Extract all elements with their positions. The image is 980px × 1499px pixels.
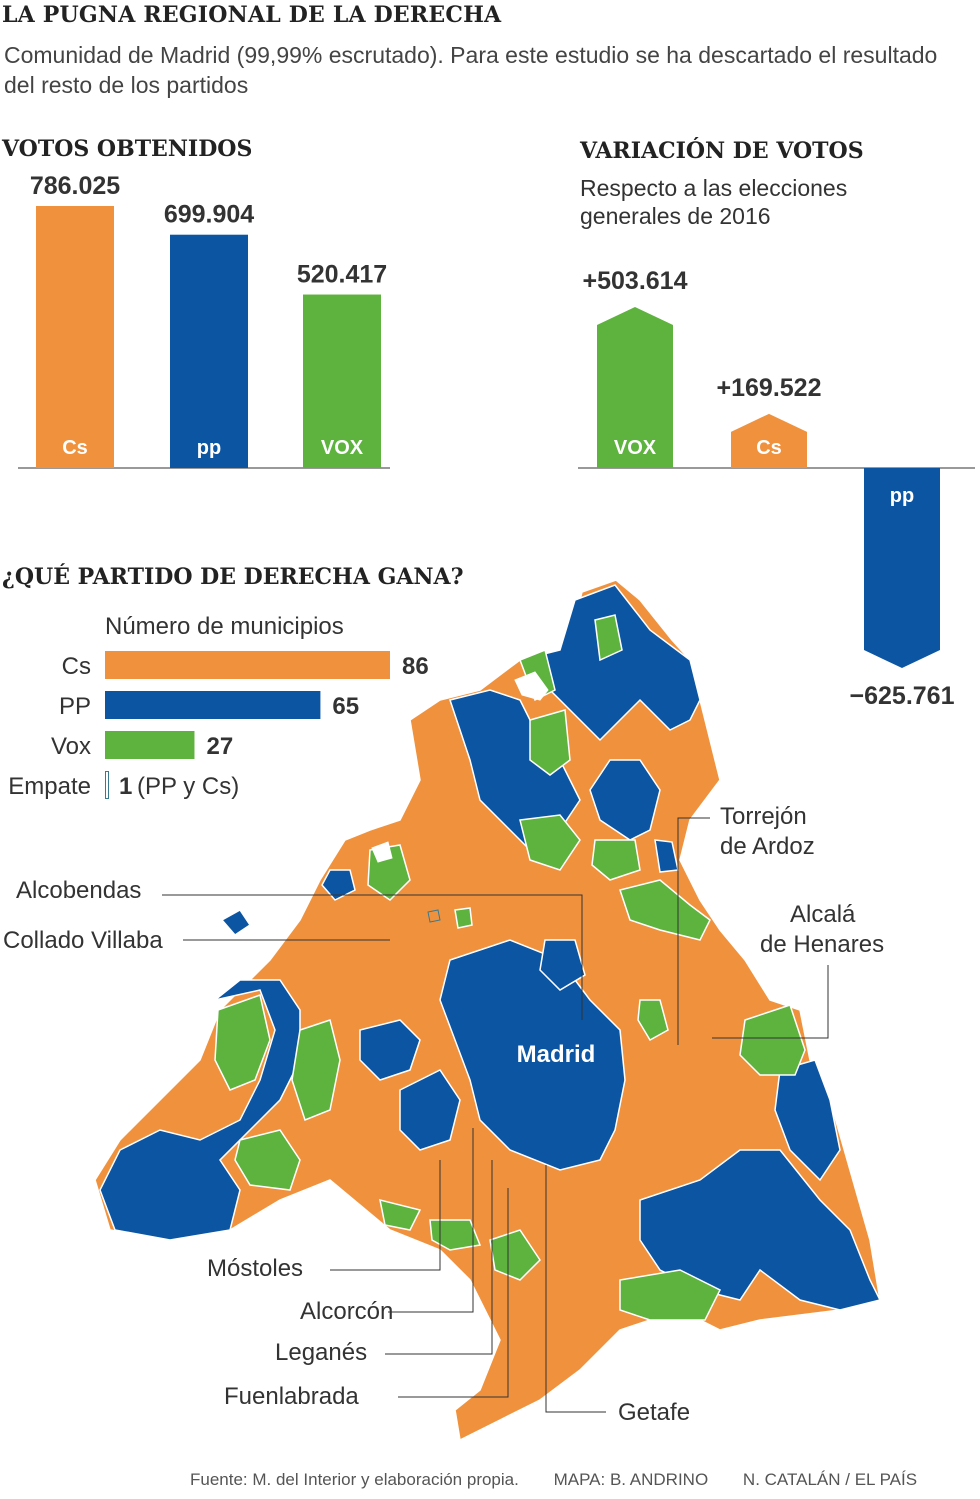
author-credit: N. CATALÁN / EL PAÍS xyxy=(742,1470,918,1489)
votes-logo-cs: Cs xyxy=(62,437,88,459)
municipalities-value-cs: 86 xyxy=(402,653,429,680)
variation-bar-vox xyxy=(597,307,673,468)
variation-label-cs: +169.522 xyxy=(717,374,822,402)
municipalities-value-vox: 27 xyxy=(206,733,233,760)
callout-lines xyxy=(162,817,829,1413)
municipalities-bar-empate xyxy=(105,771,109,799)
madrid-map xyxy=(94,579,882,1442)
map-hole-1 xyxy=(514,671,549,701)
map-region-vox-s3 xyxy=(429,1219,482,1251)
municipalities-value-pp: 65 xyxy=(332,693,359,720)
votes-logo-pp: pp xyxy=(197,437,221,459)
variation-logo-vox: VOX xyxy=(614,437,657,459)
map-region-vox-w3 xyxy=(234,1129,301,1191)
municipalities-title: ¿QUÉ PARTIDO DE DERECHA GANA? xyxy=(2,564,464,590)
municipalities-tie-note: (PP y Cs) xyxy=(137,773,239,800)
label-torrejon-2: de Ardoz xyxy=(720,833,815,860)
votes-label-pp: 699.904 xyxy=(164,201,254,229)
label-alcobendas: Alcobendas xyxy=(16,877,141,904)
map-credit: MAPA: B. ANDRINO xyxy=(553,1470,709,1489)
line-alcala xyxy=(712,965,829,1039)
municipalities-bar-pp xyxy=(105,691,321,719)
votes-bar-cs xyxy=(36,206,114,468)
municipalities-chart: Número de municipios Cs 86 PP 65 Vox 27 Empate 1… xyxy=(8,613,428,800)
label-torrejon-1: Torrejón xyxy=(720,803,807,830)
municipalities-cat-pp: PP xyxy=(59,693,91,720)
variation-bar-cs xyxy=(731,413,807,468)
label-fuenlabrada: Fuenlabrada xyxy=(224,1383,359,1410)
map-region-vox-se xyxy=(619,1269,722,1321)
map-region-vox-w1 xyxy=(214,994,271,1091)
votes-logo-vox: VOX xyxy=(321,437,364,459)
map-region-pp-east xyxy=(774,1059,841,1182)
votes-bar-pp xyxy=(170,234,248,468)
map-region-vox-e xyxy=(739,1004,806,1076)
votes-chart: 786.025 Cs 699.904 pp 520.417 VOX xyxy=(18,172,390,469)
map-region-vox-e2 xyxy=(637,999,669,1042)
label-getafe: Getafe xyxy=(618,1399,690,1426)
map-region-vox-n2 xyxy=(594,614,623,662)
line-getafe xyxy=(545,1165,606,1413)
credits: Fuente: M. del Interior y elaboración pr… xyxy=(190,1470,947,1490)
map-region-vox-nw2 xyxy=(454,907,473,929)
variation-logo-pp: pp xyxy=(890,485,914,507)
votes-title: VOTOS OBTENIDOS xyxy=(2,136,253,162)
municipalities-cat-cs: Cs xyxy=(62,653,91,680)
map-region-vox-n4 xyxy=(591,839,641,881)
label-collado-villaba: Collado Villaba xyxy=(3,927,163,954)
map-region-pp-c2 xyxy=(359,1019,421,1081)
map-region-vox-n1 xyxy=(529,709,571,776)
subtitle: Comunidad de Madrid (99,99% escrutado). … xyxy=(4,42,938,98)
municipalities-cat-empate: Empate xyxy=(8,773,91,800)
votes-bar-vox xyxy=(303,294,381,468)
map-region-vox-s1 xyxy=(489,1229,541,1281)
line-mostoles xyxy=(330,1160,441,1271)
main-title: LA PUGNA REGIONAL DE LA DERECHA xyxy=(2,2,502,28)
map-tie-hatch xyxy=(427,909,441,923)
label-mostoles: Móstoles xyxy=(207,1255,303,1282)
municipalities-value-empate: 1 xyxy=(119,773,132,800)
votes-label-cs: 786.025 xyxy=(30,172,120,200)
variation-bar-pp xyxy=(864,468,940,668)
variation-title: VARIACIÓN DE VOTOS xyxy=(580,138,864,164)
variation-label-vox: +503.614 xyxy=(583,267,688,295)
label-alcala-1: Alcalá xyxy=(790,901,856,928)
line-fuenlabrada xyxy=(398,1188,509,1398)
variation-chart: +503.614 VOX +169.522 Cs −625.761 pp xyxy=(578,267,975,710)
map-hole-2 xyxy=(371,841,393,863)
variation-subtitle: Respecto a las elecciones generales de 2… xyxy=(580,175,848,229)
label-alcorcon: Alcorcón xyxy=(300,1298,393,1325)
line-torrejon xyxy=(677,817,710,1045)
variation-logo-cs: Cs xyxy=(756,437,782,459)
label-alcala-2: de Henares xyxy=(760,931,884,958)
map-region-pp-mid xyxy=(539,939,586,991)
municipalities-bar-vox xyxy=(105,731,195,759)
map-region-vox-s2 xyxy=(379,1198,422,1231)
map-region-pp-west xyxy=(99,979,301,1241)
label-madrid: Madrid xyxy=(517,1041,596,1068)
municipalities-cat-vox: Vox xyxy=(51,733,91,760)
map-region-pp-north3 xyxy=(589,759,661,841)
map-region-vox-w2 xyxy=(291,1019,341,1121)
line-leganes xyxy=(385,1160,493,1355)
map-region-pp-sw xyxy=(399,1069,461,1151)
line-alcobendas xyxy=(162,894,583,1020)
municipalities-subtitle: Número de municipios xyxy=(105,613,344,640)
municipalities-bar-cs xyxy=(105,651,390,679)
variation-label-pp: −625.761 xyxy=(850,682,955,710)
map-region-pp-island xyxy=(220,909,252,936)
map-region-vox-n3 xyxy=(519,814,581,871)
votes-label-vox: 520.417 xyxy=(297,261,387,289)
line-alcorcon xyxy=(388,1128,474,1313)
map-region-vox-ne xyxy=(619,879,711,941)
source-credit: Fuente: M. del Interior y elaboración pr… xyxy=(190,1470,519,1489)
callout-labels: Torrejón de Ardoz Alcalá de Henares Alco… xyxy=(3,803,884,1426)
label-leganes: Leganés xyxy=(275,1339,367,1366)
